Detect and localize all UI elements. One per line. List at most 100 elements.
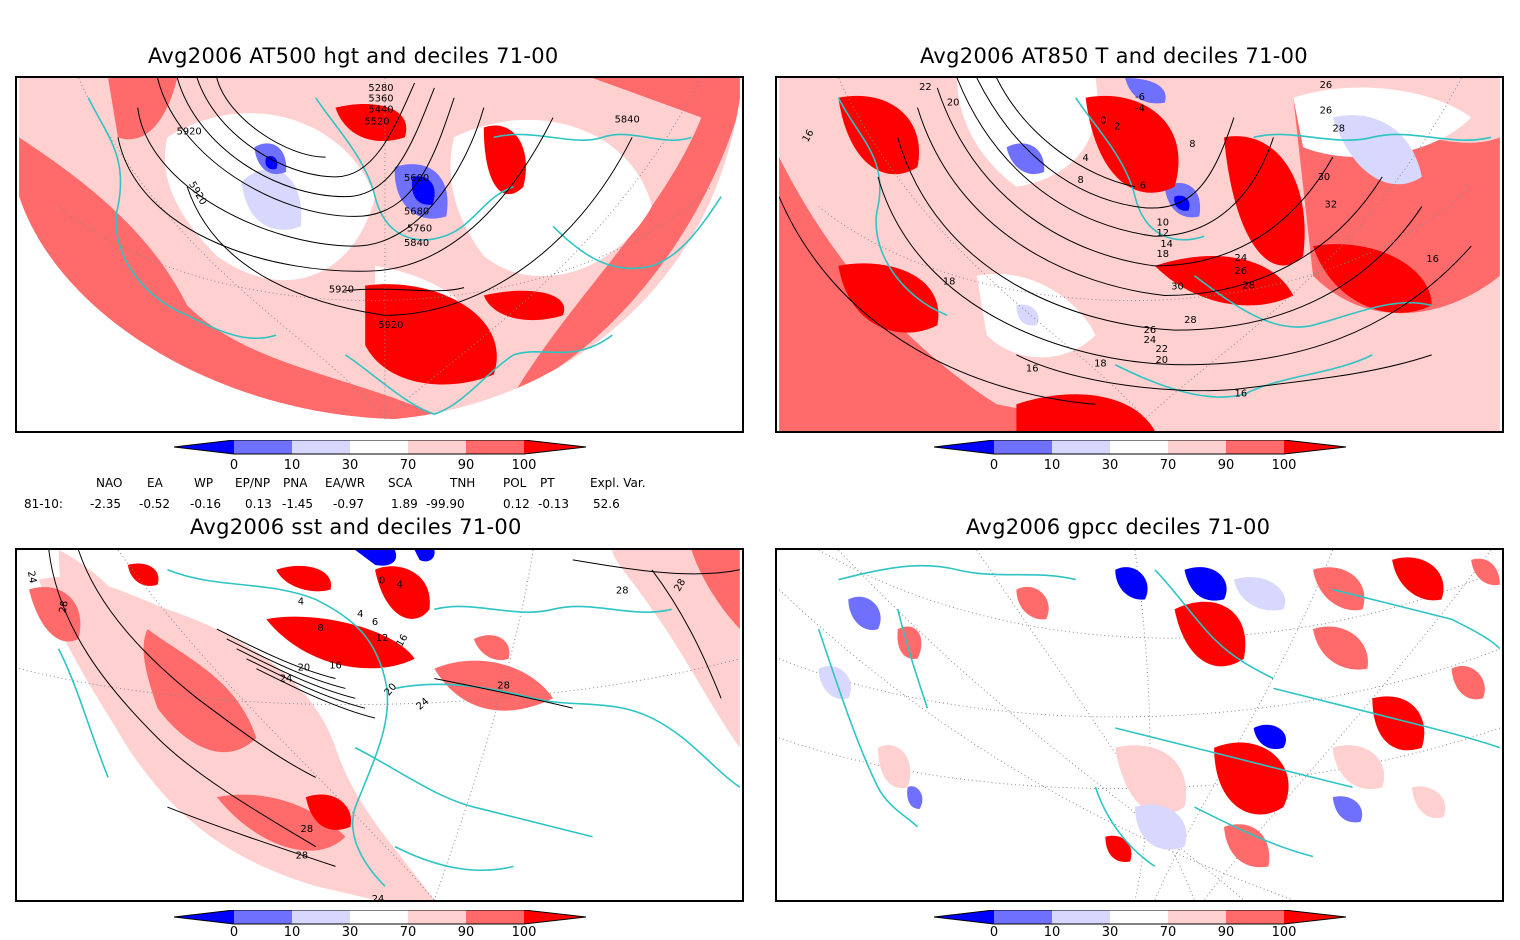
colorbar-tick: 10 [283,458,301,473]
high-decile-region [483,125,526,195]
colorbar-tick: 30 [1101,458,1119,473]
contour-label: 32 [1325,200,1338,211]
contour-label: 5920 [378,320,403,331]
contour-label: 2 [1114,121,1120,132]
map-gpcc [779,550,1500,900]
colorbar-tick: 100 [1271,925,1297,940]
decile-region [1224,824,1270,868]
decile-region [1411,786,1446,819]
contour-label: 5520 [364,116,389,127]
contour-label: 4 [298,596,304,607]
colorbar-tick: 0 [229,458,239,473]
contour-label: 16 [329,661,342,672]
contour-label: 26 [1235,266,1248,277]
index-value: -0.97 [333,497,365,511]
colorbar-tick: 30 [341,458,359,473]
contour-label: 14 [1160,239,1173,250]
colorbar-tick: 70 [1159,458,1177,473]
coastline [434,605,672,613]
coastline [838,564,1076,581]
contour-label: 28 [497,680,510,691]
high-decile-region [838,263,939,333]
low-decile-region [355,550,397,566]
contour-label: -6 [1135,92,1145,103]
colorbar-tick: 100 [1271,458,1297,473]
decile-region [1392,557,1444,601]
coastline [1094,787,1156,868]
index-header: POL [503,476,527,490]
contour-label: 28 [672,577,688,593]
decile-region [473,635,510,661]
high-decile-region [365,284,497,385]
high-decile-region [483,290,565,321]
decile-region [877,745,911,789]
high-decile-region [1016,394,1155,431]
contour-label: 24 [1235,253,1248,264]
decile-region [691,550,740,630]
map-panel-gpcc [775,548,1504,902]
decile-region [1115,745,1187,815]
coastline [57,648,109,778]
panel-title-sst: Avg2006 sst and deciles 71-00 [190,515,522,539]
colorbar-swatches [174,440,586,455]
low-decile-region [241,169,302,230]
decile-region [19,137,435,420]
colorbar-tick: 100 [511,458,537,473]
colorbar-tick: 10 [1043,458,1061,473]
decile-region [1451,666,1485,700]
low-decile-region [414,550,435,562]
contour-label: 22 [919,82,932,93]
coastline [552,196,722,270]
contour-label: 26 [1320,106,1333,117]
map-at500: 5280 5360 5440 5520 5920 5920 5600 5680 … [19,78,740,431]
decile-region [29,587,81,642]
contour-label: 28 [58,600,71,614]
contour-label: 5360 [368,94,393,105]
contour-label: 24 [25,570,38,584]
index-header: WP [194,476,214,490]
contour-label: 0 [379,576,385,587]
contour-label: 10 [1156,217,1169,228]
coastline [1115,727,1353,789]
contour-label: 16 [1235,388,1248,399]
colorbar-tick: 70 [399,458,417,473]
decile-region [1016,586,1049,620]
contour-label: 5840 [404,238,429,249]
contour-label: 26 [1144,325,1157,336]
high-decile-region [375,566,430,619]
index-value: -0.13 [538,497,570,511]
contour-label: 8 [318,623,324,634]
coastline [1154,569,1274,680]
contour-label: 16 [1426,254,1439,265]
low-decile-region [1006,143,1045,175]
contour-label: 4 [1082,153,1088,164]
high-decile-region [1154,255,1294,306]
map-at850: 22 20 16 -6 -4 0 2 4 8 8 6 10 12 14 18 2… [779,78,1500,431]
colorbar-tick: 90 [457,458,475,473]
contour-label: 5600 [404,173,429,184]
colorbar-swatches [934,440,1346,455]
colorbar-tick: 70 [399,925,417,940]
coastline [1194,806,1314,858]
coastline [394,845,514,872]
index-header: EA/WR [325,476,366,490]
high-decile-region [838,95,920,175]
colorbar-top-right: 0 10 30 70 90 100 [934,440,1346,480]
contour-label: -4 [1135,104,1145,115]
map-sst: 24 28 0 4 4 8 4 6 12 16 16 20 20 24 24 2… [19,550,740,900]
contour-label: 24 [1144,335,1157,346]
colorbar-tick: 30 [341,925,359,940]
index-value: -2.35 [90,497,122,511]
decile-region [1313,567,1365,611]
coastline [493,133,692,141]
colorbar-tick: 70 [1159,925,1177,940]
colorbar-swatches [174,910,586,925]
decile-region [1184,567,1227,601]
coastline [167,569,389,887]
decile-region [1105,835,1132,862]
decile-region [1332,745,1385,790]
coastline [394,683,740,788]
contour-label: 24 [280,673,293,684]
low-decile-region [1125,78,1166,104]
colorbar-top-left: 0 10 30 70 90 100 [174,440,586,480]
